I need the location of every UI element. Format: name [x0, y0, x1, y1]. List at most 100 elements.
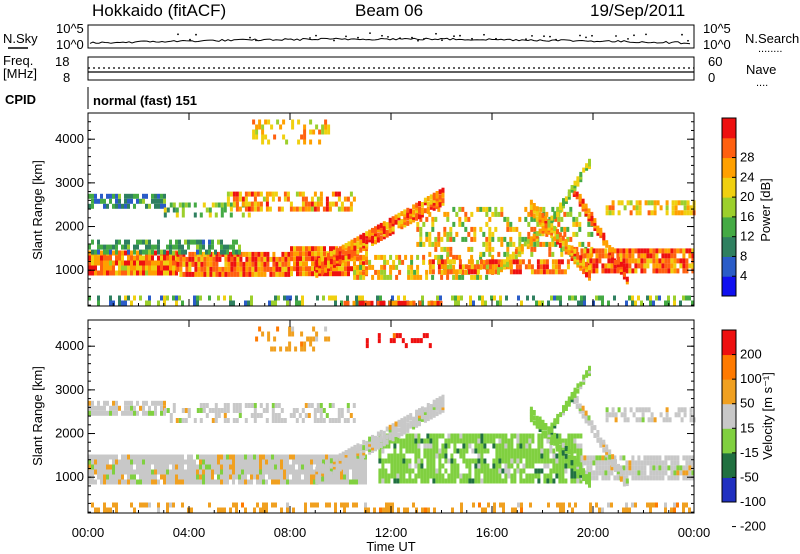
velocity-cell [601, 460, 605, 466]
velocity-cell [411, 443, 415, 449]
power-cell [257, 251, 261, 257]
velocity-cell [274, 418, 278, 423]
velocity-cell [599, 442, 603, 448]
power-cell [581, 206, 585, 212]
power-cell [458, 269, 462, 275]
velocity-cell [121, 464, 124, 470]
power-cell [607, 253, 611, 259]
velocity-cell [552, 463, 556, 469]
power-cell [518, 216, 522, 222]
power-cell [671, 205, 675, 211]
power-cell [377, 269, 381, 275]
velocity-cell [118, 479, 121, 485]
velocity-cell [581, 413, 585, 419]
power-cell [446, 246, 450, 252]
power-cell [185, 271, 189, 277]
power-cell [572, 192, 576, 197]
velocity-cell [223, 459, 226, 465]
velocity-cell [435, 473, 439, 479]
power-cell [646, 253, 650, 259]
power-cell [295, 191, 299, 197]
power-cell [127, 255, 130, 261]
power-cell [544, 228, 548, 234]
velocity-cell [626, 417, 630, 423]
power-cell [341, 247, 345, 253]
power-cell [415, 202, 419, 208]
velocity-cell [280, 454, 283, 460]
power-cell [479, 274, 483, 280]
power-cell [133, 295, 136, 301]
velocity-cell [310, 479, 313, 485]
power-cell [458, 216, 462, 222]
velocity-cell [501, 453, 505, 459]
velocity-cell [307, 459, 310, 465]
power-cell [215, 261, 219, 267]
power-cell [544, 216, 548, 221]
power-cell [550, 233, 554, 239]
power-cell [509, 241, 513, 247]
power-cell [188, 266, 192, 272]
power-cell [263, 271, 267, 277]
power-cell [321, 256, 325, 262]
power-cell [224, 261, 228, 267]
velocity-cell [145, 474, 148, 480]
velocity-cell [649, 455, 653, 461]
velocity-cell [550, 440, 554, 446]
power-cell [154, 193, 157, 199]
power-cell [380, 254, 384, 260]
velocity-cell [202, 479, 205, 485]
power-cell [488, 216, 492, 222]
velocity-cell [371, 440, 374, 446]
power-cell [127, 265, 130, 271]
velocity-cell [300, 341, 304, 347]
power-cell [103, 270, 106, 276]
power-cell [181, 244, 184, 250]
velocity-cell [559, 502, 562, 508]
velocity-cell [441, 394, 445, 400]
velocity-cell [399, 473, 403, 479]
velocity-cell [489, 438, 493, 444]
power-cell [344, 253, 348, 259]
velocity-cell [399, 468, 403, 474]
velocity-cell [414, 433, 418, 439]
power-cell [157, 244, 160, 250]
velocity-cell [151, 400, 154, 406]
power-cell [251, 261, 255, 267]
velocity-cell [337, 413, 341, 418]
power-cell [317, 246, 320, 252]
velocity-cell [400, 418, 404, 424]
velocity-cell [322, 408, 326, 413]
power-cell [359, 254, 363, 260]
power-cell [305, 261, 308, 267]
velocity-cell [190, 459, 193, 465]
velocity-cell [441, 433, 445, 439]
velocity-cell [447, 443, 451, 449]
power-cell [583, 295, 586, 301]
velocity-cell [295, 418, 299, 423]
velocity-cell [519, 438, 523, 444]
power-cell [323, 251, 326, 257]
velocity-cell [199, 474, 202, 480]
power-cell [344, 243, 348, 248]
power-cell [544, 218, 548, 224]
velocity-cell [193, 479, 196, 485]
power-cell [175, 212, 179, 218]
power-cell [674, 210, 678, 216]
power-cell [227, 271, 231, 277]
power-cell [558, 237, 562, 243]
velocity-cell [376, 444, 380, 450]
power-cell [560, 251, 564, 257]
noise-search-dot [483, 33, 485, 36]
power-cell [356, 249, 360, 255]
velocity-cell [679, 465, 683, 471]
velocity-cell [604, 475, 608, 481]
power-cell [332, 271, 335, 277]
velocity-cell [133, 474, 136, 480]
velocity-cell [444, 453, 448, 459]
velocity-cell [343, 418, 347, 423]
power-cell [178, 202, 182, 208]
power-cell [109, 193, 112, 199]
power-cell [160, 270, 163, 276]
velocity-cell [602, 442, 606, 448]
velocity-cell [253, 459, 256, 465]
